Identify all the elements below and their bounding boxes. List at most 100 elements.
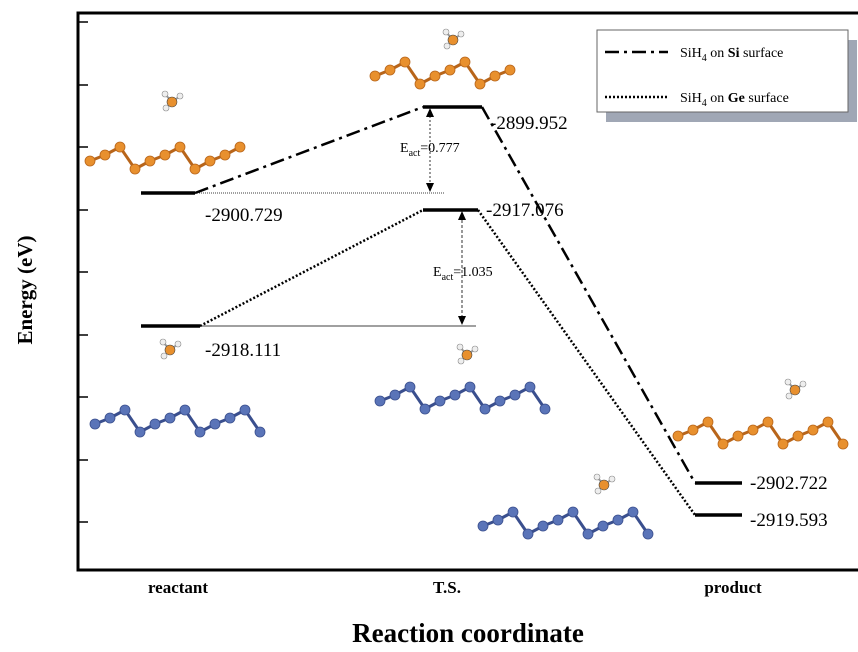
atom <box>190 164 200 174</box>
atom <box>790 385 800 395</box>
atom <box>400 57 410 67</box>
atom <box>448 35 458 45</box>
atom <box>733 431 743 441</box>
atom <box>553 515 563 525</box>
hydrogen <box>595 488 601 494</box>
stage-label: reactant <box>148 578 208 597</box>
atom <box>523 529 533 539</box>
value: =1.035 <box>453 265 492 280</box>
text: on <box>707 46 728 61</box>
atom <box>462 350 472 360</box>
level-label: -2902.722 <box>750 473 828 494</box>
si-path <box>482 107 695 483</box>
atom <box>195 427 205 437</box>
atom <box>210 419 220 429</box>
text: on <box>707 91 728 106</box>
hydrogen <box>458 358 464 364</box>
hydrogen <box>163 105 169 111</box>
atom <box>673 431 683 441</box>
atom <box>703 417 713 427</box>
hydrogen <box>443 29 449 35</box>
level-label: -2900.729 <box>205 205 283 226</box>
atom <box>105 413 115 423</box>
atom <box>599 480 609 490</box>
atom <box>205 156 215 166</box>
atom <box>165 413 175 423</box>
atom <box>508 507 518 517</box>
hydrogen <box>177 93 183 99</box>
atom <box>235 142 245 152</box>
atom <box>165 345 175 355</box>
hydrogen <box>175 341 181 347</box>
atom <box>460 57 470 67</box>
atom <box>823 417 833 427</box>
hydrogen <box>594 474 600 480</box>
atom <box>718 439 728 449</box>
atom <box>505 65 515 75</box>
atom <box>100 150 110 160</box>
atom <box>540 404 550 414</box>
atom <box>405 382 415 392</box>
text: surface <box>739 46 783 61</box>
hydrogen <box>457 344 463 350</box>
surface: Si <box>728 46 740 61</box>
atom <box>478 521 488 531</box>
atom <box>430 71 440 81</box>
value: =0.777 <box>420 141 459 156</box>
atom <box>445 65 455 75</box>
atom <box>465 382 475 392</box>
levels <box>141 107 742 515</box>
level-label: -2919.593 <box>750 510 828 531</box>
atom <box>525 382 535 392</box>
hydrogen <box>785 379 791 385</box>
subscript: act <box>442 272 454 283</box>
paths <box>195 107 695 515</box>
formula: SiH <box>680 91 702 106</box>
symbol: E <box>433 265 442 280</box>
atom <box>493 515 503 525</box>
atom <box>763 417 773 427</box>
atom <box>538 521 548 531</box>
atom <box>628 507 638 517</box>
hydrogen <box>458 31 464 37</box>
atom <box>390 390 400 400</box>
atom <box>145 156 155 166</box>
level-label: -2918.111 <box>205 340 281 361</box>
atom <box>568 507 578 517</box>
si-path <box>195 107 423 193</box>
atom <box>220 150 230 160</box>
atom <box>150 419 160 429</box>
hydrogen <box>160 339 166 345</box>
hydrogen <box>800 381 806 387</box>
atom <box>385 65 395 75</box>
text: surface <box>745 91 789 106</box>
stage-label: T.S. <box>433 578 461 597</box>
subscript: act <box>409 148 421 159</box>
hydrogen <box>472 346 478 352</box>
ge-path <box>200 210 423 326</box>
atom <box>808 425 818 435</box>
atom <box>613 515 623 525</box>
atom <box>495 396 505 406</box>
atom <box>225 413 235 423</box>
atom <box>480 404 490 414</box>
hydrogen <box>609 476 615 482</box>
atom <box>85 156 95 166</box>
atom <box>510 390 520 400</box>
atom <box>475 79 485 89</box>
hydrogen <box>162 91 168 97</box>
surface: Ge <box>728 91 745 106</box>
atom <box>748 425 758 435</box>
atom <box>598 521 608 531</box>
hydrogen <box>444 43 450 49</box>
atom <box>175 142 185 152</box>
atom <box>120 405 130 415</box>
hydrogen <box>161 353 167 359</box>
atom <box>90 419 100 429</box>
energy-diagram: -2900.729 -2899.952 -2902.722 -2918.111 … <box>0 0 858 652</box>
atom <box>490 71 500 81</box>
symbol: E <box>400 141 409 156</box>
hydrogen <box>786 393 792 399</box>
atom <box>167 97 177 107</box>
atom <box>778 439 788 449</box>
